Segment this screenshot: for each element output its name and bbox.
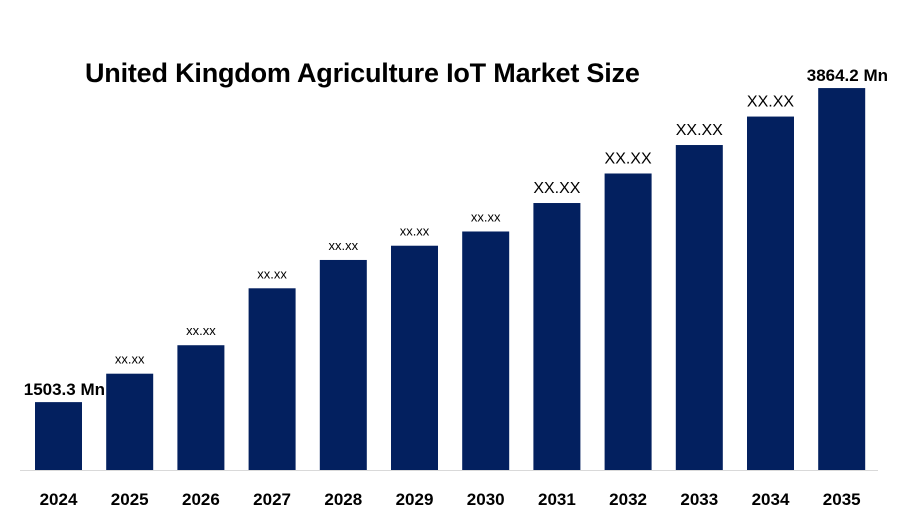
bar-2033 xyxy=(675,145,723,470)
x-tick-label: 2034 xyxy=(752,490,790,509)
x-tick-label: 2035 xyxy=(823,490,861,509)
data-label: XX.XX xyxy=(747,94,794,111)
chart-title: United Kingdom Agriculture IoT Market Si… xyxy=(85,58,640,88)
data-label: xx.xx xyxy=(115,352,145,367)
bar-2030 xyxy=(462,231,510,470)
data-label: XX.XX xyxy=(533,180,580,197)
data-label: 1503.3 Mn xyxy=(24,380,105,399)
data-label: XX.XX xyxy=(676,122,723,139)
x-tick-label: 2028 xyxy=(324,490,362,509)
x-tick-label: 2029 xyxy=(396,490,434,509)
x-tick-label: 2032 xyxy=(609,490,647,509)
data-label: xx.xx xyxy=(186,323,216,338)
data-label: xx.xx xyxy=(328,238,358,253)
bar-2035 xyxy=(818,88,866,470)
bar-2029 xyxy=(391,245,438,470)
x-tick-label: 2030 xyxy=(467,490,505,509)
bar-2024 xyxy=(35,402,82,470)
bar-2026 xyxy=(177,345,225,470)
bar-2034 xyxy=(747,116,794,470)
x-tick-label: 2031 xyxy=(538,490,576,509)
bar-2027 xyxy=(248,288,296,470)
data-label: 3864.2 Mn xyxy=(807,66,888,85)
data-label: xx.xx xyxy=(471,209,501,224)
x-tick-label: 2026 xyxy=(182,490,220,509)
x-tick-label: 2027 xyxy=(253,490,291,509)
data-label: xx.xx xyxy=(257,266,287,281)
bar-2028 xyxy=(319,259,367,470)
x-tick-label: 2024 xyxy=(40,490,78,509)
data-label: XX.XX xyxy=(605,150,652,167)
x-tick-label: 2033 xyxy=(680,490,718,509)
data-label: xx.xx xyxy=(400,224,430,239)
bar-2032 xyxy=(604,173,652,470)
bar-2031 xyxy=(533,203,581,470)
bar-2025 xyxy=(106,373,154,470)
x-tick-label: 2025 xyxy=(111,490,149,509)
